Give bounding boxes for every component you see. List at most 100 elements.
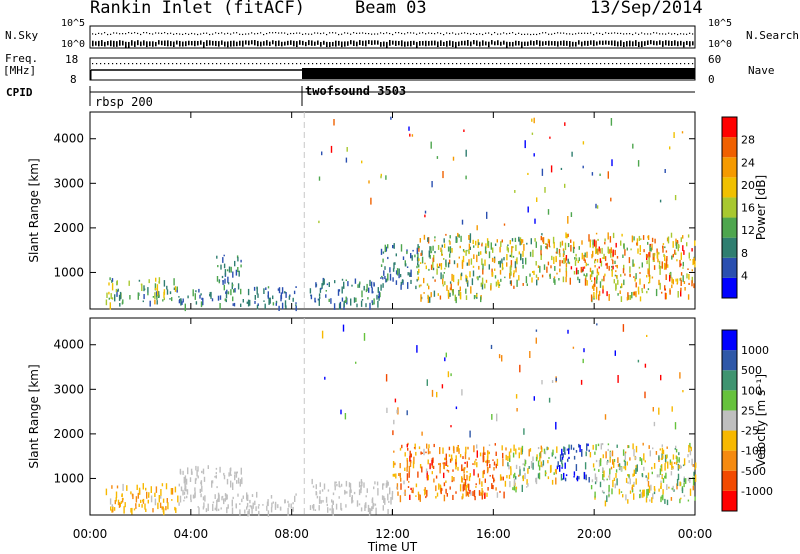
heatmap-cell <box>462 493 464 499</box>
nsky-point <box>299 32 301 34</box>
nave-point <box>660 63 662 65</box>
heatmap-cell <box>416 345 418 353</box>
heatmap-cell <box>473 295 476 300</box>
heatmap-cell <box>632 443 634 450</box>
heatmap-cell <box>131 507 133 515</box>
heatmap-cell <box>249 299 251 306</box>
heatmap-cell <box>550 165 553 173</box>
heatmap-cell <box>694 467 697 470</box>
heatmap-cell <box>439 295 442 300</box>
nsearch-bar <box>551 41 553 46</box>
heatmap-cell <box>628 474 630 478</box>
heatmap-cell <box>380 173 382 177</box>
nsearch-bar <box>179 40 181 47</box>
heatmap-cell <box>515 258 518 263</box>
heatmap-cell <box>269 297 271 304</box>
nave-axis-top: 60 <box>708 53 722 66</box>
nsearch-bar <box>467 40 469 46</box>
heatmap-cell <box>451 273 453 281</box>
heatmap-cell <box>491 414 493 420</box>
heatmap-cell <box>393 262 395 269</box>
heatmap-cell <box>565 262 568 268</box>
heatmap-cell <box>160 489 162 496</box>
heatmap-cell <box>662 478 665 483</box>
heatmap-cell <box>278 305 280 311</box>
heatmap-cell <box>653 253 655 257</box>
heatmap-cell <box>445 460 448 466</box>
heatmap-cell <box>178 502 180 506</box>
heatmap-cell <box>398 268 400 274</box>
heatmap-cell <box>421 431 423 436</box>
heatmap-cell <box>466 474 468 481</box>
heatmap-cell <box>423 448 425 456</box>
heatmap-cell <box>482 452 484 460</box>
heatmap-cell <box>521 449 523 455</box>
heatmap-cell <box>582 358 584 364</box>
heatmap-cell <box>364 505 366 511</box>
nave-point <box>440 63 442 65</box>
nsearch-bar <box>599 40 601 45</box>
nsearch-bar <box>215 40 217 47</box>
nsky-point <box>146 32 148 34</box>
heatmap-cell <box>246 502 249 508</box>
heatmap-cell <box>240 264 242 268</box>
heatmap-cell <box>166 285 168 290</box>
heatmap-cell <box>617 457 619 463</box>
nsky-point <box>305 33 307 35</box>
nsearch-bar <box>632 41 634 47</box>
heatmap-cell <box>421 250 423 256</box>
heatmap-cell <box>510 265 512 271</box>
heatmap-cell <box>321 283 323 289</box>
heatmap-cell <box>646 489 648 494</box>
heatmap-cell <box>561 459 563 465</box>
heatmap-cell <box>427 474 429 481</box>
heatmap-cell <box>344 300 346 303</box>
heatmap-cell <box>116 290 118 297</box>
heatmap-cell <box>365 289 368 293</box>
heatmap-cell <box>564 122 566 126</box>
heatmap-cell <box>234 474 236 481</box>
heatmap-cell <box>565 267 567 273</box>
heatmap-cell <box>662 449 665 455</box>
heatmap-cell <box>284 291 286 294</box>
heatmap-cell <box>228 266 231 273</box>
colorbar-swatch <box>722 430 737 451</box>
heatmap-cell <box>455 239 458 243</box>
heatmap-cell <box>387 481 389 486</box>
freq-dense-band <box>302 68 695 79</box>
nave-point <box>96 63 98 65</box>
nsearch-bar <box>257 40 259 47</box>
nsearch-bar <box>191 41 193 46</box>
heatmap-cell <box>658 264 661 269</box>
nsky-point <box>377 33 379 35</box>
heatmap-cell <box>433 443 435 448</box>
heatmap-cell <box>596 248 598 254</box>
heatmap-cell <box>179 495 182 503</box>
heatmap-cell <box>237 493 239 497</box>
heatmap-cell <box>469 430 471 438</box>
heatmap-cell <box>459 245 461 249</box>
heatmap-cell <box>154 283 157 291</box>
heatmap-cell <box>672 466 674 470</box>
heatmap-cell <box>523 467 525 472</box>
heatmap-cell <box>459 286 461 292</box>
heatmap-cell <box>555 255 557 262</box>
heatmap-cell <box>540 245 542 251</box>
heatmap-cell <box>468 483 470 491</box>
heatmap-cell <box>468 259 470 266</box>
heatmap-cell <box>631 485 634 489</box>
heatmap-cell <box>380 175 382 179</box>
heatmap-cell <box>573 471 576 476</box>
heatmap-cell <box>490 242 492 250</box>
nsky-point <box>107 33 109 36</box>
heatmap-cell <box>406 458 408 462</box>
heatmap-cell <box>278 287 281 294</box>
heatmap-cell <box>520 447 522 455</box>
heatmap-cell <box>629 478 631 485</box>
heatmap-cell <box>470 491 472 496</box>
heatmap-cell <box>583 273 585 277</box>
heatmap-cell <box>669 275 671 282</box>
heatmap-cell <box>290 503 292 509</box>
heatmap-cell <box>603 479 605 482</box>
heatmap-cell <box>248 508 250 516</box>
